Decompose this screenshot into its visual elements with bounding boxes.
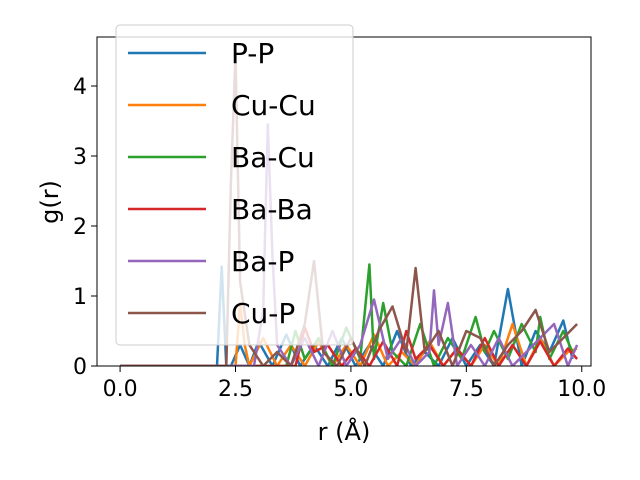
x-tick-label: 0.0 xyxy=(103,377,138,402)
y-axis-label: g(r) xyxy=(36,180,64,224)
legend-label: Ba-P xyxy=(231,245,294,278)
y-axis: 0 1 2 3 4 xyxy=(73,75,97,380)
x-tick-label: 5.0 xyxy=(333,377,368,402)
x-axis: 0.0 2.5 5.0 7.5 10.0 xyxy=(103,366,606,402)
legend-label: Cu-P xyxy=(231,297,295,330)
legend-label: Ba-Cu xyxy=(231,141,315,174)
y-tick-label: 0 xyxy=(73,355,87,380)
x-tick-label: 2.5 xyxy=(218,377,253,402)
legend-label: Cu-Cu xyxy=(231,89,316,122)
y-tick-label: 3 xyxy=(73,145,87,170)
x-axis-label: r (Å) xyxy=(318,417,371,446)
y-tick-label: 1 xyxy=(73,285,87,310)
legend-label: Ba-Ba xyxy=(231,193,313,226)
x-tick-label: 7.5 xyxy=(449,377,484,402)
x-tick-label: 10.0 xyxy=(557,377,606,402)
y-tick-label: 2 xyxy=(73,215,87,240)
y-tick-label: 4 xyxy=(73,75,87,100)
legend-label: P-P xyxy=(231,37,274,70)
legend: P-P Cu-Cu Ba-Cu Ba-Ba Ba-P Cu-P xyxy=(115,24,354,346)
